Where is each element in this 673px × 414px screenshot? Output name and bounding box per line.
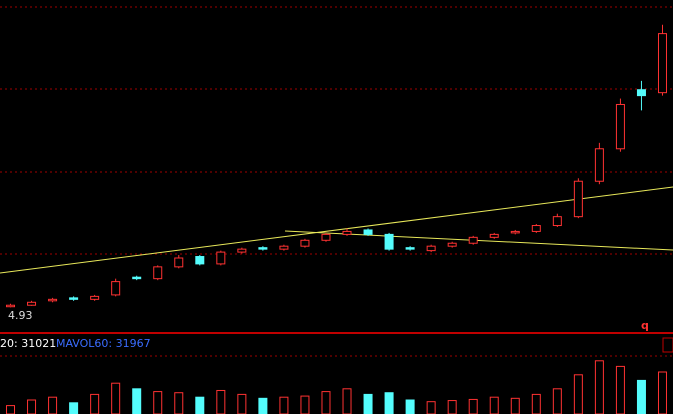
volume-bar bbox=[531, 393, 541, 414]
volume-bar bbox=[195, 396, 205, 414]
candle-body bbox=[468, 236, 478, 244]
volume-bar bbox=[510, 397, 520, 414]
volume-bar bbox=[153, 391, 163, 414]
volume-bar bbox=[405, 399, 415, 414]
candle-body bbox=[237, 248, 247, 253]
volume-bar bbox=[111, 382, 121, 414]
candle-body bbox=[6, 304, 16, 308]
volume-bar bbox=[615, 365, 625, 414]
volume-bar bbox=[237, 393, 247, 414]
marker: q bbox=[641, 319, 649, 332]
volume-bar bbox=[321, 391, 331, 414]
grid bbox=[0, 6, 673, 357]
volume-bar bbox=[363, 393, 373, 414]
candle-body bbox=[132, 276, 142, 280]
volume-bar bbox=[552, 388, 562, 414]
candle-body bbox=[69, 297, 79, 300]
volume-bar bbox=[384, 392, 394, 414]
volume-label: 20: 31021 bbox=[0, 337, 56, 350]
candle-body bbox=[405, 247, 415, 250]
volume-bar bbox=[573, 374, 583, 414]
candle-body bbox=[342, 230, 352, 235]
volume-bar bbox=[90, 393, 100, 414]
volume-bar bbox=[342, 388, 352, 414]
candle-body bbox=[426, 245, 436, 252]
candle-body bbox=[321, 233, 331, 241]
volume-bar bbox=[426, 401, 436, 414]
volume-bar bbox=[174, 392, 184, 414]
volume-bar bbox=[657, 371, 667, 414]
volume-bar bbox=[6, 405, 16, 414]
candle-body bbox=[111, 281, 121, 296]
candle-body bbox=[552, 216, 562, 227]
candle-body bbox=[615, 103, 625, 150]
candle-body bbox=[300, 239, 310, 247]
candle-body bbox=[90, 295, 100, 300]
volume-bar bbox=[48, 396, 58, 414]
candle-body bbox=[531, 225, 541, 232]
candle-body bbox=[594, 148, 604, 182]
candle-body bbox=[258, 247, 268, 250]
candle-body bbox=[153, 266, 163, 280]
panel-box bbox=[662, 337, 673, 353]
low-label: 4.93 bbox=[8, 309, 33, 322]
candle-body bbox=[510, 230, 520, 234]
candle-body bbox=[48, 298, 58, 302]
volume-label: MAVOL60: 31967 bbox=[56, 337, 151, 350]
volume-bar bbox=[468, 398, 478, 414]
volume-bar bbox=[27, 399, 37, 414]
candle-body bbox=[216, 251, 226, 265]
candle-body bbox=[27, 301, 37, 306]
volume-bar bbox=[300, 395, 310, 414]
candle-body bbox=[657, 33, 667, 94]
candle-body bbox=[573, 180, 583, 218]
candle-body bbox=[279, 245, 289, 250]
volume-bar bbox=[447, 400, 457, 414]
candle-body bbox=[447, 242, 457, 247]
candle-body bbox=[363, 229, 373, 235]
volume-bar bbox=[279, 396, 289, 414]
candle-body bbox=[636, 89, 646, 97]
candle-body bbox=[489, 233, 499, 238]
volume-bar bbox=[216, 389, 226, 414]
volume-bar bbox=[258, 397, 268, 414]
volume-bar bbox=[69, 402, 79, 414]
volume-bar bbox=[636, 379, 646, 414]
volume-bar bbox=[489, 396, 499, 414]
trend-line bbox=[0, 186, 673, 274]
volume-bar bbox=[594, 360, 604, 414]
candle-body bbox=[174, 257, 184, 268]
volume-bar bbox=[132, 388, 142, 414]
candle-body bbox=[195, 256, 205, 265]
candle-body bbox=[384, 233, 394, 250]
